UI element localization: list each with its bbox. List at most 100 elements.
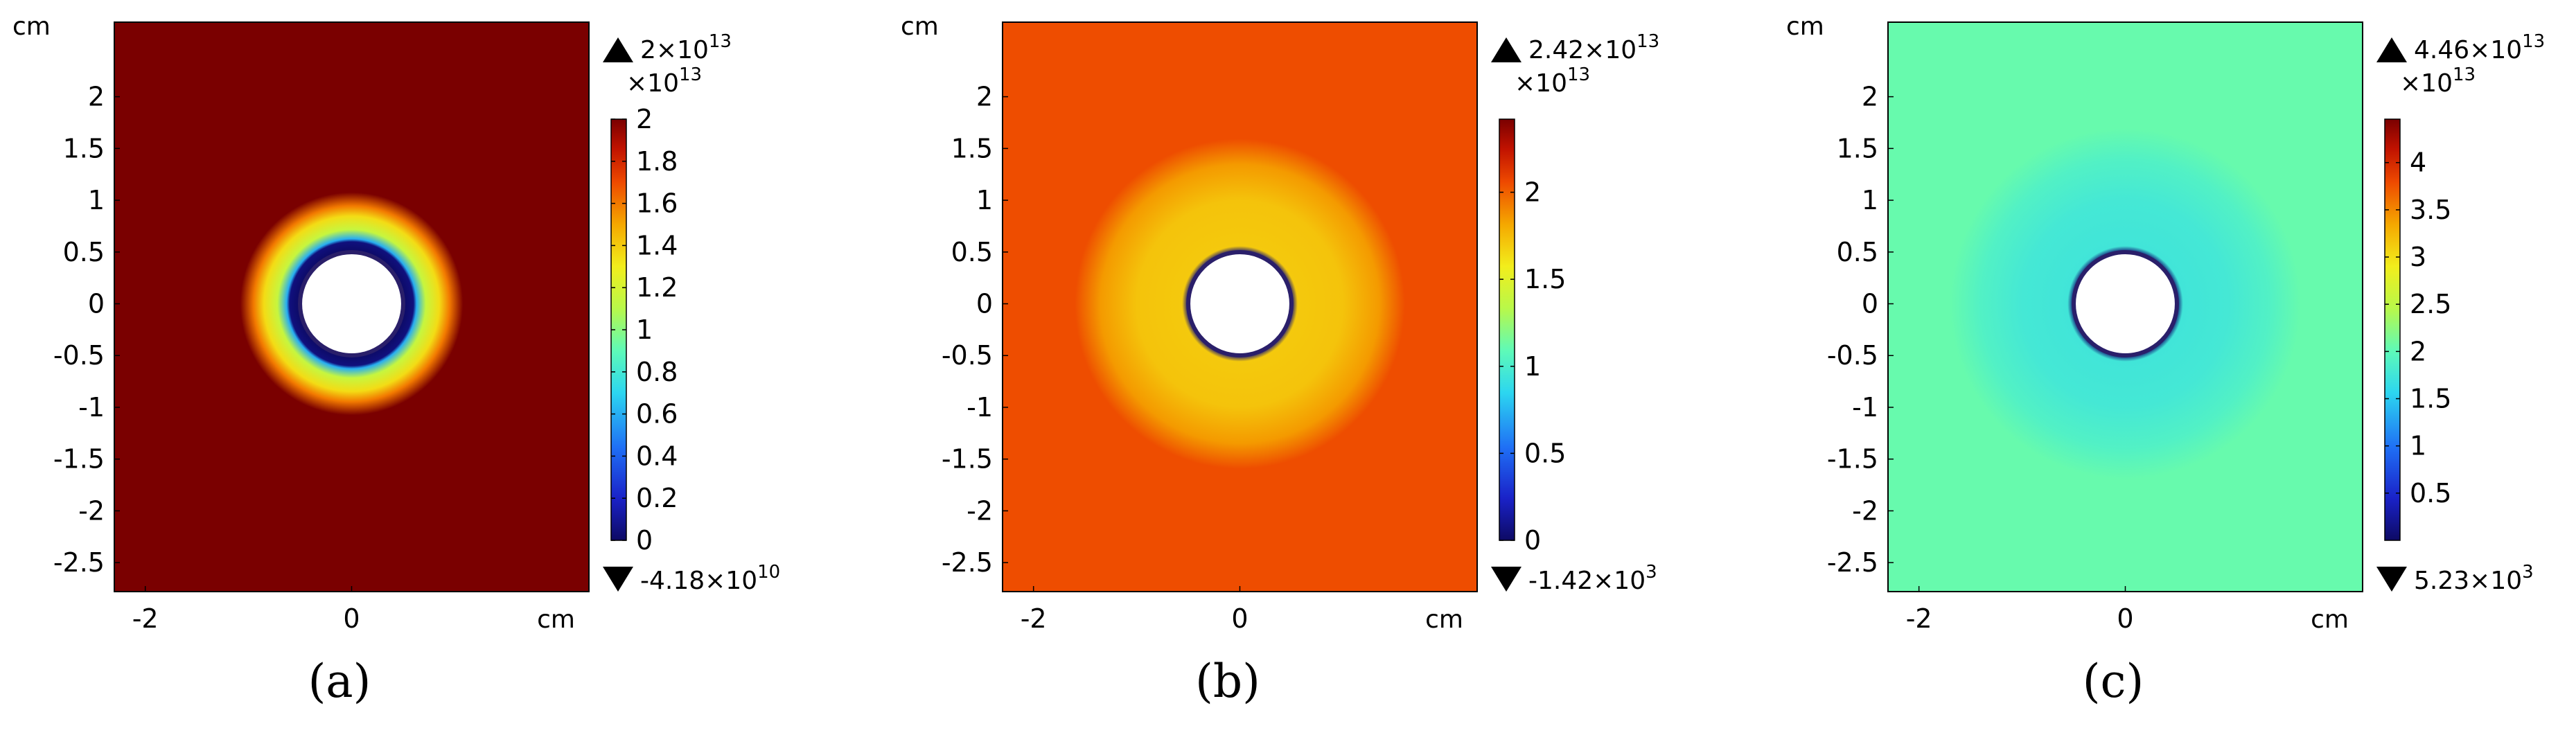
y-tick-label: 1.5 <box>951 133 993 163</box>
y-tick-label: -2.5 <box>53 547 105 578</box>
panel-caption: (c) <box>2082 655 2144 708</box>
x-tick-label: 0 <box>1231 603 1248 634</box>
colorbar-multiplier: ×1013 <box>1515 64 1590 98</box>
colorbar-tick-label: 1 <box>1524 351 1541 382</box>
min-triangle-icon <box>2376 567 2407 592</box>
y-tick-label: 1.5 <box>1837 133 1878 163</box>
min-triangle-icon <box>1491 567 1521 592</box>
colorbar-tick-label: 1.5 <box>2410 384 2451 414</box>
y-tick-label: 0.5 <box>951 237 993 267</box>
y-tick-label: -2.5 <box>942 547 993 578</box>
plot-area <box>1003 22 1477 592</box>
panel-a: 2 1.5 1 0.5 0 -0.5 -1 -1.5 -2 -2.5 -2 0 cm cm 2 1.8 1.6 1… <box>0 0 859 735</box>
max-triangle-icon <box>1491 37 1521 62</box>
colorbar-min-label-exp: 3 <box>2522 562 2534 583</box>
colorbar-tick-label: 1.4 <box>636 230 678 260</box>
colorbar-tick-label: 0.8 <box>636 357 678 387</box>
y-tick-label: -0.5 <box>942 340 993 371</box>
x-tick-label: 0 <box>343 603 360 634</box>
max-triangle-icon <box>2376 37 2407 62</box>
colorbar-max-label: 4.46×1013 <box>2414 31 2545 64</box>
y-tick-label: 0.5 <box>1837 237 1878 267</box>
colorbar-multiplier-exp: 13 <box>679 64 702 85</box>
min-triangle-icon <box>603 567 633 592</box>
colorbar-multiplier-base: ×10 <box>1515 69 1567 98</box>
y-tick-label: -1 <box>967 392 993 423</box>
colorbar-max-label: 2×1013 <box>640 31 732 64</box>
y-tick-label: -2 <box>1852 495 1878 526</box>
y-tick-label: -1 <box>78 392 105 423</box>
y-tick-label: -2.5 <box>1827 547 1878 578</box>
colorbar-max-label: 2.42×1013 <box>1528 31 1659 64</box>
colorbar-tick-label: 0 <box>636 525 653 556</box>
colorbar-max-label-base: 2.42×10 <box>1528 36 1637 64</box>
colorbar-min-label-exp: 10 <box>757 562 780 583</box>
y-tick-label: 1.5 <box>63 133 105 163</box>
colorbar-tick-label: 1.2 <box>636 272 678 303</box>
panel-c: 2 1.5 1 0.5 0 -0.5 -1 -1.5 -2 -2.5 -2 0 cm cm 4 3.5 3 2.5… <box>1774 0 2576 735</box>
y-tick-label: -2 <box>78 495 105 526</box>
x-tick-label: -2 <box>1021 603 1047 634</box>
colorbar-multiplier: ×1013 <box>2400 64 2476 98</box>
colorbar-max-label-base: 4.46×10 <box>2414 36 2522 64</box>
colorbar-tick-label: 0.6 <box>636 399 678 430</box>
y-tick-label: -1 <box>1852 392 1878 423</box>
y-tick-label: 0 <box>976 289 993 319</box>
colorbar-max-label-exp: 13 <box>709 31 732 52</box>
x-tick-label: -2 <box>132 603 159 634</box>
heatmap-svg: 2 1.5 1 0.5 0 -0.5 -1 -1.5 -2 -2.5 -2 0 cm cm 2 1.5 1 0.5… <box>901 12 1659 634</box>
colorbar-min-label: -4.18×1010 <box>640 562 780 595</box>
colorbar-min-label-exp: 3 <box>1646 562 1657 583</box>
colorbar-min-label-base: -4.18×10 <box>640 567 757 595</box>
colorbar-tick-label: 2 <box>1524 177 1541 208</box>
max-triangle-icon <box>603 37 633 62</box>
colorbar-tick-label: 1 <box>636 315 653 345</box>
panel-caption: (a) <box>308 655 371 708</box>
center-hole <box>2072 250 2179 357</box>
y-tick-label: -1.5 <box>942 444 993 475</box>
x-unit-label: cm <box>2311 605 2349 634</box>
colorbar-tick-label: 1 <box>2410 431 2426 461</box>
x-tick-label: -2 <box>1906 603 1932 634</box>
center-hole <box>1186 250 1294 357</box>
colorbar-tick-label: 0 <box>1524 525 1541 556</box>
y-tick-label: 2 <box>1862 82 1878 112</box>
colorbar-tick-label: 3.5 <box>2410 195 2451 225</box>
colorbar-tick-label: 3 <box>2410 242 2426 272</box>
x-tick-label: 0 <box>2117 603 2133 634</box>
y-tick-label: -0.5 <box>1827 340 1878 371</box>
colorbar-multiplier: ×1013 <box>626 64 702 98</box>
y-tick-label: 1 <box>88 185 105 215</box>
colorbar-tick-label: 0.4 <box>636 441 678 471</box>
colorbar-max-label-base: 2×10 <box>640 36 709 64</box>
y-unit-label: cm <box>901 12 939 41</box>
colorbar-tick-label: 0.2 <box>636 483 678 513</box>
x-unit-label: cm <box>537 605 575 634</box>
y-tick-label: -2 <box>967 495 993 526</box>
colorbar-multiplier-exp: 13 <box>2453 64 2476 85</box>
colorbar-tick-label: 2 <box>636 104 653 134</box>
colorbar-min-label: 5.23×103 <box>2414 562 2534 595</box>
panel-caption: (b) <box>1195 655 1260 708</box>
colorbar-tick-label: 2 <box>2410 336 2426 366</box>
colorbar-min-label: -1.42×103 <box>1528 562 1657 595</box>
y-tick-label: 0 <box>88 289 105 319</box>
y-tick-label: 0.5 <box>63 237 105 267</box>
colorbar-tick-label: 1.6 <box>636 188 678 219</box>
y-tick-label: 2 <box>88 82 105 112</box>
plot-area <box>1888 22 2363 592</box>
colorbar-tick-label: 0.5 <box>1524 438 1566 468</box>
plot-area <box>114 22 589 592</box>
y-tick-label: -0.5 <box>53 340 105 371</box>
y-tick-label: 2 <box>976 82 993 112</box>
colorbar-tick-label: 4 <box>2410 148 2426 178</box>
y-tick-label: 1 <box>1862 185 1878 215</box>
colorbar-multiplier-exp: 13 <box>1567 64 1590 85</box>
colorbar-min-label-base: 5.23×10 <box>2414 567 2522 595</box>
y-unit-label: cm <box>1786 12 1824 41</box>
panel-b: 2 1.5 1 0.5 0 -0.5 -1 -1.5 -2 -2.5 -2 0 cm cm 2 1.5 1 0.5… <box>888 0 1747 735</box>
y-tick-label: -1.5 <box>53 444 105 475</box>
y-tick-label: -1.5 <box>1827 444 1878 475</box>
colorbar-min-label-base: -1.42×10 <box>1528 567 1646 595</box>
colorbar-max-label-exp: 13 <box>2522 31 2545 52</box>
